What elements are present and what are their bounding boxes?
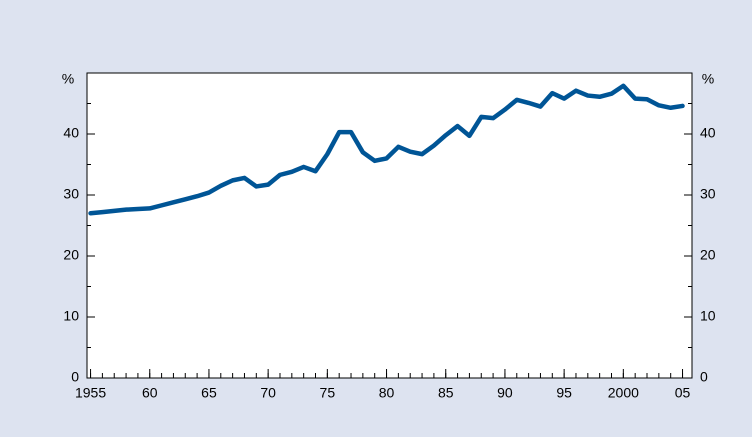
x-tick-label: 95 <box>556 385 572 401</box>
x-tick-label: 65 <box>201 385 217 401</box>
y-tick-label: 10 <box>63 308 79 324</box>
y-tick-label: 30 <box>63 186 79 202</box>
x-tick-label: 2000 <box>608 385 639 401</box>
y-tick-label: 0 <box>71 369 79 385</box>
y2-axis-label: % <box>702 71 714 87</box>
y-tick-label: 20 <box>63 247 79 263</box>
y2-tick-label: 0 <box>700 369 708 385</box>
y2-tick-label: 40 <box>700 125 716 141</box>
x-tick-label: 85 <box>438 385 454 401</box>
y-tick-label: 40 <box>63 125 79 141</box>
x-tick-label: 1955 <box>75 385 106 401</box>
line-series <box>88 83 685 216</box>
y2-tick-label: 10 <box>700 308 716 324</box>
y-axis-label: % <box>62 71 74 87</box>
plot-area <box>86 72 693 379</box>
x-tick-label: 90 <box>497 385 513 401</box>
y2-tick-label: 20 <box>700 247 716 263</box>
x-tick-label: 60 <box>142 385 158 401</box>
y2-tick-label: 30 <box>700 186 716 202</box>
x-tick-label: 75 <box>320 385 336 401</box>
x-tick-label: 05 <box>675 385 691 401</box>
x-tick-label: 70 <box>260 385 276 401</box>
x-tick-label: 80 <box>379 385 395 401</box>
